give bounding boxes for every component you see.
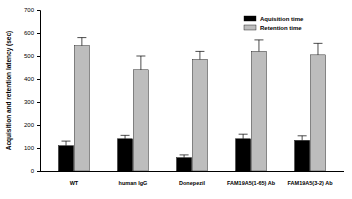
y-tick-label: 600 bbox=[24, 30, 35, 36]
error-bar bbox=[136, 56, 145, 70]
y-tick-label: 200 bbox=[24, 122, 35, 128]
bar bbox=[251, 51, 266, 171]
error-bar bbox=[239, 134, 248, 139]
y-tick-label: 0 bbox=[31, 168, 35, 174]
x-tick-label: human IgG bbox=[119, 180, 148, 186]
bar bbox=[74, 46, 89, 171]
y-tick-mark bbox=[37, 171, 40, 172]
x-tick: WT bbox=[70, 180, 79, 186]
legend: Aquisition time Retention time bbox=[244, 16, 304, 31]
bar bbox=[192, 59, 207, 171]
y-tick-label: 500 bbox=[24, 53, 35, 59]
bar bbox=[59, 146, 74, 171]
error-bar bbox=[180, 155, 189, 158]
x-tick-label: WT bbox=[70, 180, 79, 186]
y-tick-mark bbox=[37, 33, 40, 34]
series bbox=[74, 38, 325, 171]
series bbox=[59, 134, 310, 171]
legend-label: Retention time bbox=[260, 25, 302, 31]
error-bar bbox=[77, 38, 86, 46]
legend-label: Aquisition time bbox=[260, 16, 304, 22]
x-tick-label: FAM19A5(1-65) Ab bbox=[227, 180, 276, 186]
y-tick-label: 700 bbox=[24, 7, 35, 13]
y-tick-mark bbox=[37, 79, 40, 80]
legend-swatch bbox=[244, 25, 256, 30]
y-tick-label: 400 bbox=[24, 76, 35, 82]
y-tick: 0 bbox=[31, 168, 40, 174]
y-tick: 100 bbox=[24, 145, 40, 151]
plot-area bbox=[59, 38, 326, 171]
error-bar bbox=[62, 141, 71, 146]
x-tick-label: FAM19A5(3-2) Ab bbox=[288, 180, 334, 186]
y-tick-label: 100 bbox=[24, 145, 35, 151]
y-tick: 700 bbox=[24, 7, 40, 13]
error-bar bbox=[195, 51, 204, 59]
x-tick: Donepezil bbox=[179, 180, 205, 186]
bar bbox=[177, 158, 192, 171]
y-tick-mark bbox=[37, 148, 40, 149]
x-tick-label: Donepezil bbox=[179, 180, 205, 186]
y-tick-mark bbox=[37, 102, 40, 103]
y-tick-mark bbox=[37, 56, 40, 57]
error-bar bbox=[313, 43, 322, 55]
y-tick: 200 bbox=[24, 122, 40, 128]
error-bar bbox=[298, 136, 307, 141]
bar bbox=[310, 55, 325, 171]
bar bbox=[236, 139, 251, 171]
y-tick-mark bbox=[37, 10, 40, 11]
y-tick: 600 bbox=[24, 30, 40, 36]
bar bbox=[118, 139, 133, 171]
bar bbox=[133, 70, 148, 171]
y-tick: 300 bbox=[24, 99, 40, 105]
y-axis-line bbox=[37, 11, 41, 172]
y-tick: 400 bbox=[24, 76, 40, 82]
y-axis: 0 100 200 300 400 500 600 700 bbox=[24, 7, 41, 174]
x-axis-line bbox=[40, 171, 344, 172]
y-axis-title: Acquisition and retention latency (sec) bbox=[5, 31, 13, 151]
x-tick: FAM19A5(1-65) Ab bbox=[227, 180, 276, 186]
y-tick-mark bbox=[37, 125, 40, 126]
error-bar bbox=[254, 40, 263, 52]
y-tick-label: 300 bbox=[24, 99, 35, 105]
error-bar bbox=[121, 135, 130, 138]
y-tick: 500 bbox=[24, 53, 40, 59]
x-tick: FAM19A5(3-2) Ab bbox=[288, 180, 334, 186]
x-axis: WT human IgG Donepezil FAM19A5(1-65) Ab FAM1… bbox=[40, 172, 344, 186]
x-tick: human IgG bbox=[119, 180, 148, 186]
bar bbox=[295, 140, 310, 171]
legend-swatch bbox=[244, 16, 256, 21]
